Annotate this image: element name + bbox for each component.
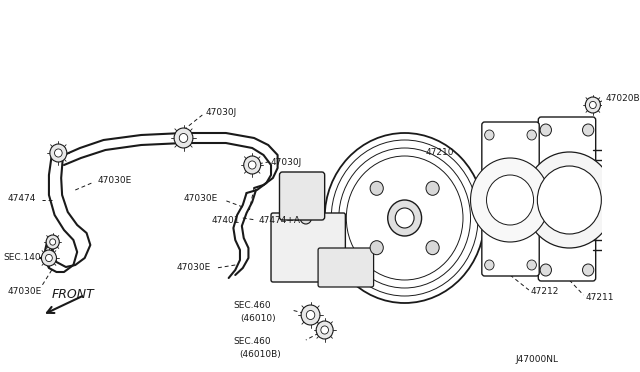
Text: 47401: 47401 bbox=[212, 215, 240, 224]
Circle shape bbox=[586, 97, 600, 113]
Circle shape bbox=[484, 260, 494, 270]
Text: 47030E: 47030E bbox=[8, 288, 42, 296]
Circle shape bbox=[388, 200, 422, 236]
Circle shape bbox=[248, 161, 256, 169]
Circle shape bbox=[426, 181, 439, 195]
Circle shape bbox=[45, 254, 52, 262]
Circle shape bbox=[582, 264, 594, 276]
Circle shape bbox=[589, 102, 596, 109]
Circle shape bbox=[538, 166, 602, 234]
Text: 47212: 47212 bbox=[531, 288, 559, 296]
Text: FRONT: FRONT bbox=[52, 289, 95, 301]
Circle shape bbox=[301, 305, 320, 325]
FancyBboxPatch shape bbox=[280, 172, 324, 220]
Text: 47211: 47211 bbox=[586, 294, 614, 302]
FancyBboxPatch shape bbox=[271, 213, 346, 282]
Circle shape bbox=[527, 260, 536, 270]
Circle shape bbox=[540, 264, 552, 276]
Text: J47000NL: J47000NL bbox=[516, 356, 559, 365]
Text: (46010B): (46010B) bbox=[239, 350, 281, 359]
Text: 47474: 47474 bbox=[8, 193, 36, 202]
Circle shape bbox=[316, 321, 333, 339]
Text: 47210: 47210 bbox=[426, 148, 454, 157]
Circle shape bbox=[54, 149, 62, 157]
Circle shape bbox=[524, 152, 614, 248]
Circle shape bbox=[307, 311, 315, 320]
Circle shape bbox=[540, 124, 552, 136]
FancyBboxPatch shape bbox=[538, 117, 596, 281]
Circle shape bbox=[426, 241, 439, 255]
Circle shape bbox=[486, 175, 534, 225]
FancyBboxPatch shape bbox=[482, 122, 540, 276]
Circle shape bbox=[324, 133, 484, 303]
Circle shape bbox=[244, 156, 260, 174]
FancyBboxPatch shape bbox=[318, 248, 374, 287]
Text: 47030J: 47030J bbox=[205, 108, 236, 116]
Circle shape bbox=[46, 235, 60, 249]
Circle shape bbox=[527, 130, 536, 140]
Circle shape bbox=[50, 239, 56, 245]
Circle shape bbox=[300, 212, 312, 224]
Text: SEC.460: SEC.460 bbox=[234, 337, 271, 346]
Text: 47020B: 47020B bbox=[606, 93, 640, 103]
Circle shape bbox=[174, 128, 193, 148]
Circle shape bbox=[470, 158, 550, 242]
Circle shape bbox=[370, 181, 383, 195]
Text: 47030E: 47030E bbox=[184, 193, 218, 202]
Text: 47030J: 47030J bbox=[271, 157, 302, 167]
Text: 47474+A: 47474+A bbox=[259, 215, 301, 224]
Circle shape bbox=[582, 124, 594, 136]
Text: (46010): (46010) bbox=[240, 314, 276, 323]
Text: SEC.140: SEC.140 bbox=[4, 253, 42, 263]
Circle shape bbox=[396, 208, 414, 228]
Circle shape bbox=[179, 134, 188, 142]
Text: 47030E: 47030E bbox=[98, 176, 132, 185]
Circle shape bbox=[370, 241, 383, 255]
Text: SEC.460: SEC.460 bbox=[234, 301, 271, 310]
Circle shape bbox=[42, 250, 56, 266]
Text: 47030E: 47030E bbox=[177, 263, 211, 273]
Circle shape bbox=[321, 326, 328, 334]
Circle shape bbox=[50, 144, 67, 162]
Circle shape bbox=[484, 130, 494, 140]
